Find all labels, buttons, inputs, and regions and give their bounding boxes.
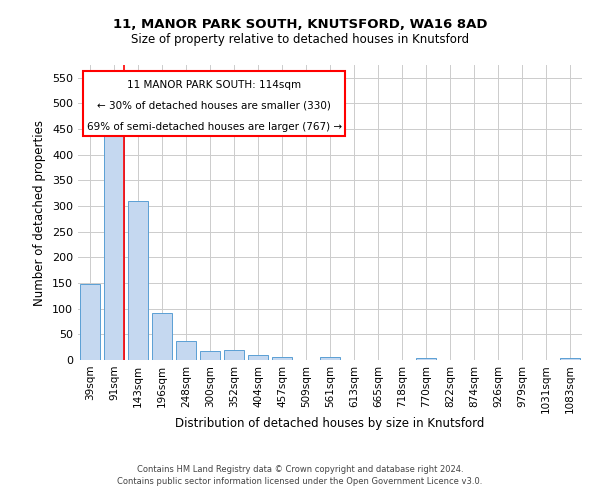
Bar [224,350,244,360]
Bar [248,356,268,360]
Bar [176,341,196,360]
Text: 69% of semi-detached houses are larger (767) →: 69% of semi-detached houses are larger (… [86,122,341,132]
Bar [416,358,436,360]
Text: Contains HM Land Registry data © Crown copyright and database right 2024.: Contains HM Land Registry data © Crown c… [137,465,463,474]
Bar [104,126,124,360]
Bar [152,314,172,360]
Bar [200,351,220,360]
Bar [80,284,100,360]
Y-axis label: Number of detached properties: Number of detached properties [34,120,46,306]
Bar [272,358,292,360]
Bar [128,201,148,360]
Text: ← 30% of detached houses are smaller (330): ← 30% of detached houses are smaller (33… [97,101,331,111]
Text: Contains public sector information licensed under the Open Government Licence v3: Contains public sector information licen… [118,478,482,486]
Text: Distribution of detached houses by size in Knutsford: Distribution of detached houses by size … [175,418,485,430]
Text: 11 MANOR PARK SOUTH: 114sqm: 11 MANOR PARK SOUTH: 114sqm [127,80,301,90]
Text: 11, MANOR PARK SOUTH, KNUTSFORD, WA16 8AD: 11, MANOR PARK SOUTH, KNUTSFORD, WA16 8A… [113,18,487,30]
Text: Size of property relative to detached houses in Knutsford: Size of property relative to detached ho… [131,32,469,46]
Bar [560,358,580,360]
Bar [320,357,340,360]
FancyBboxPatch shape [83,71,345,136]
